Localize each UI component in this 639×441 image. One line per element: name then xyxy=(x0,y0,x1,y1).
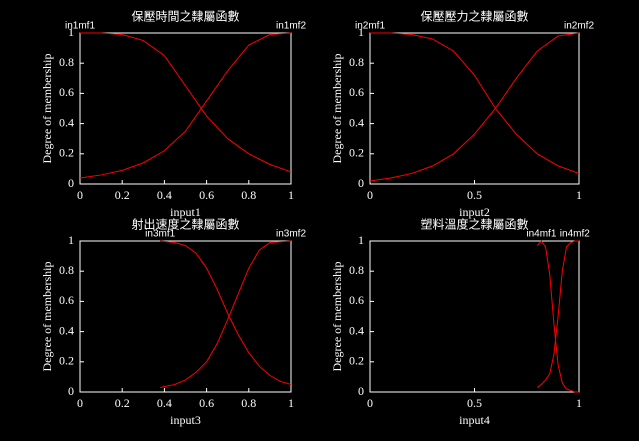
y-tick-label: 0.6 xyxy=(59,85,74,99)
y-tick-label: 1 xyxy=(358,25,364,39)
y-tick-label: 0.4 xyxy=(349,323,364,337)
y-tick-label: 1 xyxy=(68,25,74,39)
subplot: 0 0.2 0.4 0.6 0.8 1 0 0.2 0.4 0.6 0.8 1 射出速度之隸屬函數 inp… xyxy=(40,217,307,427)
y-tick-label: 0.8 xyxy=(349,263,364,277)
axes-box xyxy=(79,240,292,393)
membership-curve xyxy=(370,32,580,174)
y-axis-label: Degree of membership xyxy=(40,54,54,164)
x-tick-label: 0.2 xyxy=(115,188,130,202)
x-axis-label: input3 xyxy=(170,413,201,427)
x-tick-label: 1 xyxy=(288,396,294,410)
x-tick-label: 0.2 xyxy=(115,396,130,410)
y-tick-label: 0 xyxy=(358,176,364,190)
x-tick-label: 1 xyxy=(576,188,582,202)
y-tick-label: 0.2 xyxy=(59,146,74,160)
membership-curve xyxy=(536,240,579,388)
chart-title: 保壓壓力之隸屬函數 xyxy=(420,10,528,24)
legend-label: in3mf2 xyxy=(276,229,306,240)
x-tick-label: 0.5 xyxy=(467,188,482,202)
x-tick-label: 0 xyxy=(367,188,373,202)
legend-label: in1mf2 xyxy=(276,21,306,32)
x-axis-label: input4 xyxy=(459,413,490,427)
y-tick-label: 0.2 xyxy=(349,146,364,160)
legend-label: in2mf1 xyxy=(355,21,385,32)
x-axis-label: input1 xyxy=(170,205,201,219)
x-tick-label: 0.8 xyxy=(241,188,256,202)
y-tick-label: 0 xyxy=(68,176,74,190)
x-tick-label: 1 xyxy=(576,396,582,410)
legend-label: in2mf2 xyxy=(564,21,594,32)
subplot: 0 0.2 0.4 0.6 0.8 1 0 0.5 1 塑料溫度之隸屬函數 input4 Degree… xyxy=(330,217,591,427)
x-tick-label: 0 xyxy=(77,188,83,202)
membership-curve xyxy=(80,32,292,173)
y-tick-label: 0.2 xyxy=(349,354,364,368)
membership-curve xyxy=(79,32,292,179)
y-tick-label: 0.6 xyxy=(59,293,74,307)
x-tick-label: 0 xyxy=(77,396,83,410)
x-axis-label: input2 xyxy=(459,205,490,219)
chart-title: 塑料溫度之隸屬函數 xyxy=(420,217,528,232)
x-tick-label: 0.6 xyxy=(199,396,214,410)
membership-curve xyxy=(369,32,580,182)
y-tick-label: 0.4 xyxy=(59,323,74,337)
chart-title: 射出速度之隸屬函數 xyxy=(131,217,239,232)
y-tick-label: 0.8 xyxy=(349,55,364,69)
legend-label: in1mf1 xyxy=(65,21,95,32)
y-tick-label: 0.2 xyxy=(59,354,74,368)
membership-curve xyxy=(160,240,292,385)
y-tick-label: 1 xyxy=(358,233,364,247)
x-tick-label: 0 xyxy=(367,396,373,410)
y-tick-label: 1 xyxy=(68,233,74,247)
x-tick-label: 0.4 xyxy=(157,188,172,202)
x-tick-label: 0.4 xyxy=(157,396,172,410)
y-tick-label: 0 xyxy=(68,384,74,398)
x-tick-label: 0.6 xyxy=(199,188,214,202)
y-axis-label: Degree of membership xyxy=(330,54,344,164)
y-tick-label: 0.8 xyxy=(59,55,74,69)
axes-box xyxy=(79,32,292,185)
x-tick-label: 1 xyxy=(288,188,294,202)
y-tick-label: 0 xyxy=(358,384,364,398)
legend-label: in3mf1 xyxy=(145,229,175,240)
subplot: 0 0.2 0.4 0.6 0.8 1 0 0.2 0.4 0.6 0.8 1 保壓時間之隸屬函數 inp… xyxy=(40,10,307,219)
y-tick-label: 0.6 xyxy=(349,293,364,307)
x-tick-label: 0.5 xyxy=(467,396,482,410)
y-axis-label: Degree of membership xyxy=(330,262,344,372)
x-tick-label: 0.8 xyxy=(241,396,256,410)
y-tick-label: 0.8 xyxy=(59,263,74,277)
legend-label: in4mf2 xyxy=(560,229,590,240)
chart-title: 保壓時間之隸屬函數 xyxy=(131,10,239,24)
y-tick-label: 0.6 xyxy=(349,85,364,99)
membership-curve xyxy=(536,240,579,393)
membership-curve xyxy=(160,240,292,388)
y-axis-label: Degree of membership xyxy=(40,262,54,372)
y-tick-label: 0.4 xyxy=(59,115,74,129)
subplot: 0 0.2 0.4 0.6 0.8 1 0 0.5 1 保壓壓力之隸屬函數 input2 Degree… xyxy=(330,10,595,219)
y-tick-label: 0.4 xyxy=(349,115,364,129)
legend-label: in4mf1 xyxy=(526,229,556,240)
